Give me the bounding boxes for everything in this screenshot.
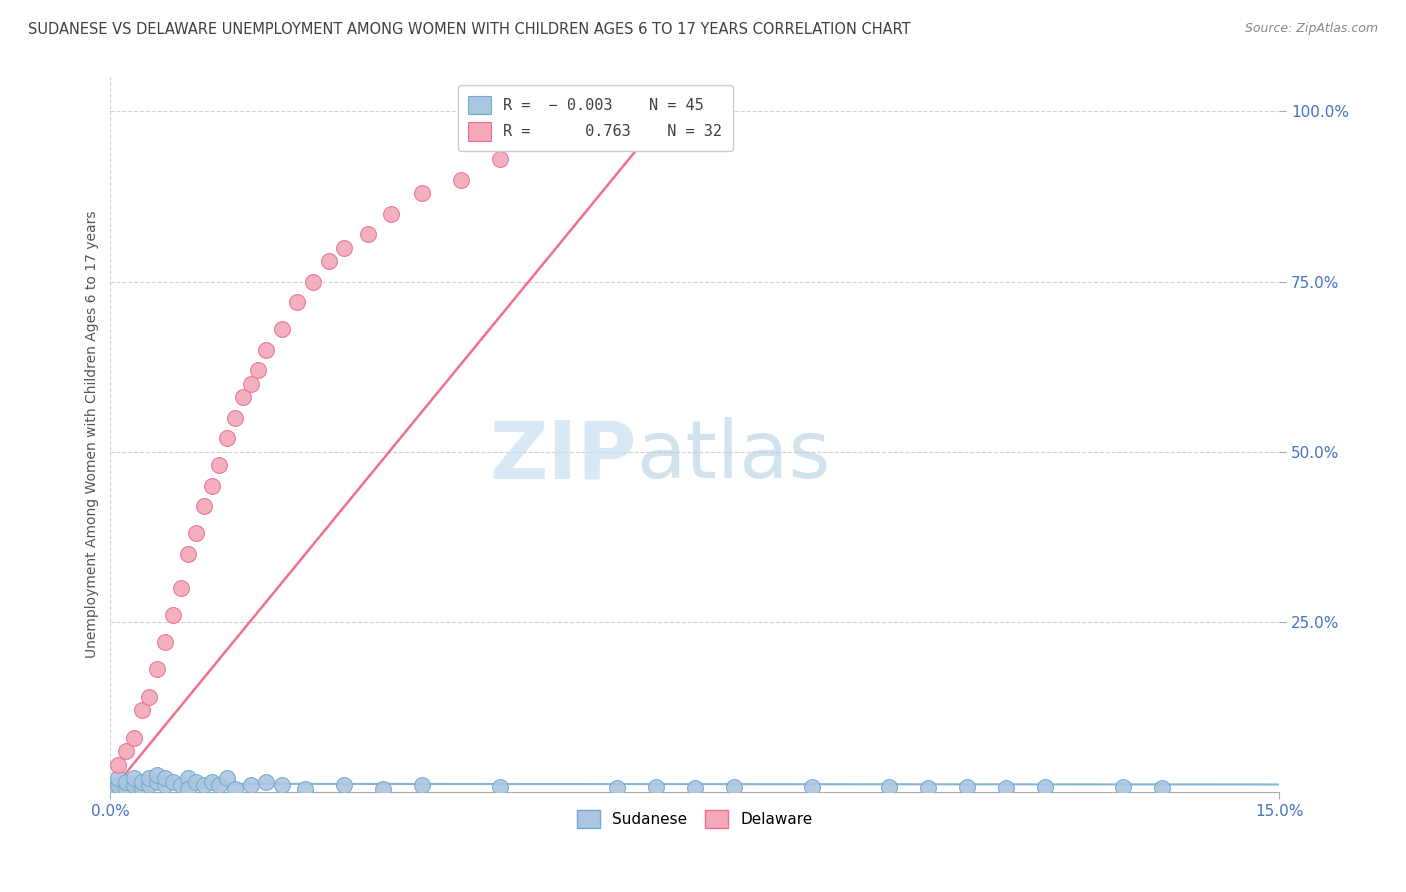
Point — [107, 772, 129, 786]
Point — [169, 778, 191, 792]
Point — [115, 744, 138, 758]
Point — [131, 781, 153, 796]
Point — [201, 774, 224, 789]
Point — [302, 275, 325, 289]
Point — [217, 772, 239, 786]
Point — [356, 227, 378, 241]
Point — [146, 774, 169, 789]
Point — [162, 607, 184, 622]
Point — [411, 186, 433, 201]
Point — [333, 778, 356, 792]
Point — [489, 780, 512, 794]
Point — [131, 703, 153, 717]
Point — [232, 390, 254, 404]
Point — [208, 778, 231, 792]
Point — [239, 376, 262, 391]
Point — [333, 241, 356, 255]
Point — [153, 778, 176, 792]
Point — [224, 410, 246, 425]
Point — [270, 778, 292, 792]
Point — [217, 431, 239, 445]
Point — [644, 780, 666, 794]
Point — [294, 781, 316, 796]
Text: atlas: atlas — [637, 417, 831, 495]
Point — [606, 112, 628, 126]
Point — [115, 781, 138, 796]
Point — [917, 780, 939, 795]
Text: Source: ZipAtlas.com: Source: ZipAtlas.com — [1244, 22, 1378, 36]
Point — [239, 778, 262, 792]
Legend: Sudanese, Delaware: Sudanese, Delaware — [571, 804, 818, 834]
Point — [800, 780, 823, 795]
Point — [184, 526, 207, 541]
Point — [153, 772, 176, 786]
Text: ZIP: ZIP — [489, 417, 637, 495]
Y-axis label: Unemployment Among Women with Children Ages 6 to 17 years: Unemployment Among Women with Children A… — [86, 211, 100, 658]
Point — [107, 757, 129, 772]
Point — [162, 774, 184, 789]
Point — [411, 778, 433, 792]
Point — [208, 458, 231, 473]
Point — [177, 781, 200, 796]
Point — [122, 772, 145, 786]
Point — [371, 781, 394, 796]
Point — [450, 172, 472, 186]
Point — [879, 780, 901, 794]
Point — [247, 363, 270, 377]
Point — [138, 690, 160, 704]
Point — [1033, 780, 1056, 794]
Point — [131, 774, 153, 789]
Point — [551, 131, 574, 145]
Point — [201, 479, 224, 493]
Point — [1152, 780, 1174, 795]
Point — [138, 772, 160, 786]
Point — [138, 778, 160, 792]
Point — [270, 322, 292, 336]
Point — [122, 778, 145, 792]
Point — [1112, 780, 1135, 795]
Point — [193, 778, 215, 792]
Point — [193, 499, 215, 513]
Point — [184, 774, 207, 789]
Point — [122, 731, 145, 745]
Point — [254, 774, 277, 789]
Point — [103, 781, 125, 796]
Text: SUDANESE VS DELAWARE UNEMPLOYMENT AMONG WOMEN WITH CHILDREN AGES 6 TO 17 YEARS C: SUDANESE VS DELAWARE UNEMPLOYMENT AMONG … — [28, 22, 911, 37]
Point — [254, 343, 277, 357]
Point — [177, 772, 200, 786]
Point — [153, 635, 176, 649]
Point — [169, 581, 191, 595]
Point — [995, 780, 1018, 795]
Point — [489, 152, 512, 166]
Point — [107, 778, 129, 792]
Point — [956, 780, 979, 795]
Point — [177, 547, 200, 561]
Point — [287, 295, 309, 310]
Point — [146, 768, 169, 782]
Point — [224, 781, 246, 796]
Point — [380, 206, 402, 220]
Point — [115, 774, 138, 789]
Point — [146, 663, 169, 677]
Point — [683, 780, 706, 795]
Point — [606, 780, 628, 795]
Point — [723, 780, 745, 794]
Point — [318, 254, 340, 268]
